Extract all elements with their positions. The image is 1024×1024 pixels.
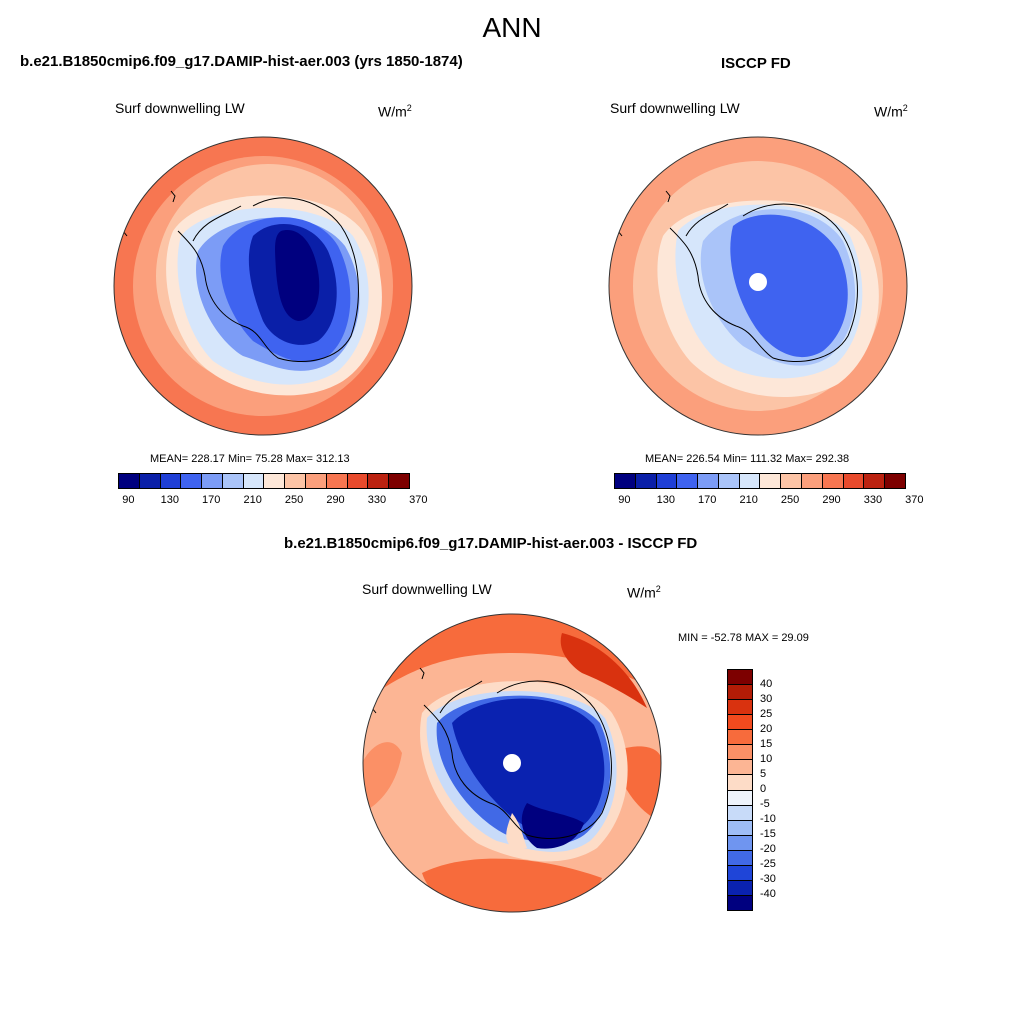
panel-1-colorbar-ticks: 90 130 170 210 250 290 330 370	[118, 494, 427, 508]
colorbar-tick-label: 290	[326, 494, 345, 506]
panel-2-polar-map	[608, 136, 908, 436]
colorbar-swatch	[728, 670, 752, 686]
panel-3-polar-map	[362, 613, 662, 913]
colorbar-swatch	[728, 850, 752, 866]
colorbar-tick-label: 250	[284, 494, 304, 506]
panel-1-stats: MEAN= 228.17 Min= 75.28 Max= 312.13	[150, 453, 350, 465]
colorbar-tick-label: 370	[409, 494, 428, 506]
colorbar-swatch	[222, 474, 244, 488]
colorbar-swatch	[739, 474, 761, 488]
colorbar-swatch	[264, 474, 286, 488]
panel-2-colorbar-ticks: 90 130 170 210 250 290 330 370	[614, 494, 923, 508]
colorbar-tick-label: 130	[160, 494, 179, 506]
colorbar-swatch	[728, 685, 752, 701]
colorbar-tick-label: 210	[739, 494, 758, 506]
colorbar-swatch	[389, 474, 409, 488]
colorbar-swatch	[728, 805, 752, 821]
colorbar-swatch	[306, 474, 327, 488]
colorbar-swatch	[728, 700, 752, 716]
panel-1-units: W/m2	[378, 103, 412, 120]
colorbar-swatch	[119, 474, 140, 488]
panel-3-units: W/m2	[627, 584, 661, 601]
panel-2-colorbar	[614, 473, 906, 489]
colorbar-swatch	[368, 474, 390, 488]
colorbar-swatch	[347, 474, 369, 488]
colorbar-tick-label: -40	[760, 888, 776, 900]
panel-2-title: ISCCP FD	[721, 55, 791, 72]
colorbar-tick-label: -20	[760, 843, 776, 855]
colorbar-tick-label: 10	[760, 753, 773, 765]
colorbar-swatch	[802, 474, 823, 488]
colorbar-swatch	[181, 474, 203, 488]
colorbar-swatch	[326, 474, 348, 488]
colorbar-tick-label: 5	[760, 768, 767, 780]
colorbar-swatch	[728, 880, 752, 896]
colorbar-tick-label: 170	[698, 494, 717, 506]
colorbar-swatch	[728, 760, 752, 776]
colorbar-tick-label: -25	[760, 858, 776, 870]
colorbar-tick-label: 40	[760, 678, 773, 690]
colorbar-swatch	[728, 745, 752, 761]
colorbar-swatch	[843, 474, 865, 488]
colorbar-tick-label: 250	[780, 494, 800, 506]
colorbar-tick-label: 170	[202, 494, 221, 506]
panel-3-stats: MIN = -52.78 MAX = 29.09	[678, 632, 809, 644]
figure-title: ANN	[482, 12, 542, 43]
colorbar-tick-label: 25	[760, 708, 773, 720]
colorbar-swatch	[885, 474, 905, 488]
colorbar-swatch	[728, 865, 752, 881]
colorbar-swatch	[728, 820, 752, 836]
colorbar-tick-label: 30	[760, 693, 773, 705]
colorbar-tick-label: 90	[618, 494, 631, 506]
colorbar-tick-label: -5	[760, 798, 770, 810]
colorbar-swatch	[718, 474, 740, 488]
colorbar-swatch	[139, 474, 161, 488]
colorbar-swatch	[781, 474, 803, 488]
panel-3-colorbar-ticks: 40 30 25 20 15 10 5 0 -5 -10 -15 -20 -25 -30 -40	[760, 669, 800, 911]
colorbar-swatch	[698, 474, 719, 488]
panel-2-variable-label: Surf downwelling LW	[610, 100, 740, 116]
colorbar-swatch	[677, 474, 699, 488]
panel-3-title: b.e21.B1850cmip6.f09_g17.DAMIP-hist-aer.…	[284, 535, 698, 552]
panel-2-stats: MEAN= 226.54 Min= 111.32 Max= 292.38	[645, 453, 850, 465]
panel-1-colorbar	[118, 473, 410, 489]
colorbar-tick-label: 90	[122, 494, 135, 506]
panel-2-units: W/m2	[874, 103, 908, 120]
colorbar-tick-label: 130	[656, 494, 675, 506]
panel-3-variable-label: Surf downwelling LW	[362, 581, 492, 597]
colorbar-swatch	[656, 474, 678, 488]
colorbar-swatch	[728, 835, 752, 851]
panel-1-polar-map	[113, 136, 413, 436]
colorbar-swatch	[822, 474, 844, 488]
colorbar-swatch	[864, 474, 886, 488]
colorbar-tick-label: 20	[760, 723, 773, 735]
colorbar-tick-label: 330	[367, 494, 387, 506]
colorbar-swatch	[728, 895, 752, 910]
colorbar-tick-label: 290	[822, 494, 841, 506]
colorbar-swatch	[243, 474, 265, 488]
colorbar-swatch	[635, 474, 657, 488]
colorbar-tick-label: 15	[760, 738, 773, 750]
panel-1-title: b.e21.B1850cmip6.f09_g17.DAMIP-hist-aer.…	[20, 53, 463, 70]
colorbar-tick-label: 330	[863, 494, 883, 506]
colorbar-swatch	[202, 474, 223, 488]
colorbar-swatch	[615, 474, 636, 488]
colorbar-swatch	[728, 775, 752, 791]
panel-3-colorbar	[727, 669, 753, 911]
colorbar-tick-label: 370	[905, 494, 924, 506]
colorbar-tick-label: -10	[760, 813, 776, 825]
panel-1-variable-label: Surf downwelling LW	[115, 100, 245, 116]
colorbar-swatch	[728, 790, 752, 806]
colorbar-tick-label: -15	[760, 828, 776, 840]
colorbar-tick-label: 210	[243, 494, 262, 506]
colorbar-swatch	[160, 474, 182, 488]
colorbar-tick-label: -30	[760, 873, 776, 885]
colorbar-swatch	[760, 474, 782, 488]
colorbar-swatch	[285, 474, 307, 488]
colorbar-tick-label: 0	[760, 783, 767, 795]
colorbar-swatch	[728, 715, 752, 731]
colorbar-swatch	[728, 730, 752, 746]
